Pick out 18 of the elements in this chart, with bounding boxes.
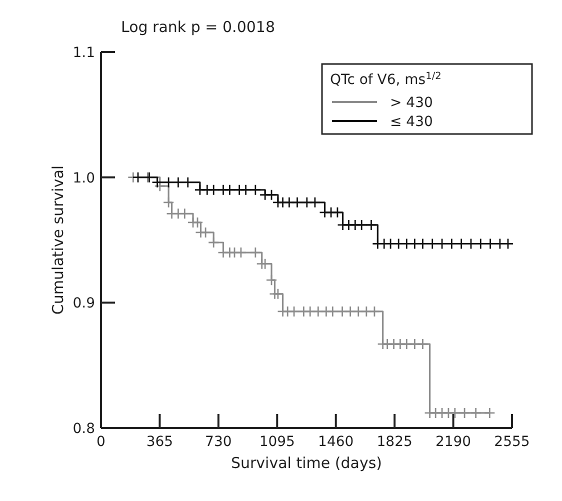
x-tick-label: 0 bbox=[96, 434, 106, 450]
y-tick-label: 0.9 bbox=[72, 296, 95, 312]
x-tick-label: 1460 bbox=[318, 434, 354, 450]
y-axis-title: Cumulative survival bbox=[49, 165, 67, 315]
y-tick-label: 1.1 bbox=[72, 45, 95, 61]
x-axis-title: Survival time (days) bbox=[230, 454, 382, 472]
y-tick-label: 0.8 bbox=[72, 421, 95, 437]
legend-label: > 430 bbox=[390, 95, 433, 111]
x-tick-label: 1825 bbox=[376, 434, 412, 450]
chart-title: Log rank p = 0.0018 bbox=[121, 18, 275, 36]
x-tick-label: 2555 bbox=[494, 434, 530, 450]
x-tick-label: 1095 bbox=[259, 434, 295, 450]
y-tick-label: 1.0 bbox=[72, 170, 95, 186]
legend-title: QTc of V6, ms$^{1/2}$ bbox=[330, 70, 442, 88]
x-tick-label: 2190 bbox=[435, 434, 472, 450]
x-tick-label: 365 bbox=[146, 434, 174, 450]
legend-label: ≤ 430 bbox=[390, 114, 433, 130]
x-tick-label: 730 bbox=[205, 434, 232, 450]
